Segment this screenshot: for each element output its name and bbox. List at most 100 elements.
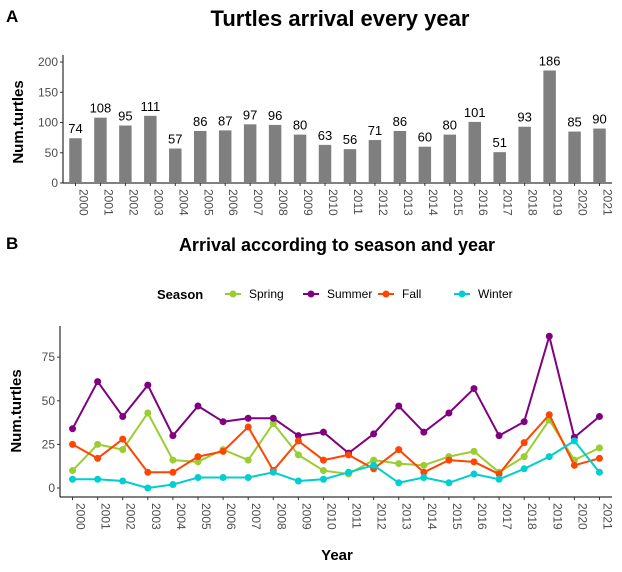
bar-chart-a: 0 50 100 150 200 74 2000 108 2001 95 2002 111 2003 57… xyxy=(38,53,615,216)
x-tick-label: 2013 xyxy=(401,189,415,216)
bar-value-label: 93 xyxy=(517,110,531,125)
x-tick-label: 2004 xyxy=(176,189,190,216)
bar-value-label: 51 xyxy=(492,135,506,150)
point-spring xyxy=(595,444,603,452)
point-fall xyxy=(294,437,302,445)
x-tick-label: 2021 xyxy=(600,503,614,530)
point-summer xyxy=(495,432,503,440)
point-spring xyxy=(69,467,77,475)
point-fall xyxy=(319,456,327,464)
bar xyxy=(393,130,407,183)
point-summer xyxy=(119,412,127,420)
bar xyxy=(243,124,257,183)
point-spring xyxy=(269,419,277,427)
x-tick-label: 2003 xyxy=(151,189,165,216)
x-tick-label: 2009 xyxy=(301,189,315,216)
y-tick-label: 25 xyxy=(42,437,56,451)
line-chart-b: 0 25 50 75 2000 2001 2002 2003 2004 2005 2006 2007 2… xyxy=(42,326,614,530)
point-winter xyxy=(144,484,152,492)
x-tick-label: 2012 xyxy=(376,189,390,216)
y-tick-label: 50 xyxy=(45,146,59,160)
x-tick-label: 2017 xyxy=(500,503,514,530)
point-fall xyxy=(119,435,127,443)
point-winter xyxy=(495,475,503,483)
point-winter xyxy=(69,475,77,483)
point-fall xyxy=(244,423,252,431)
bar-value-label: 87 xyxy=(218,113,232,128)
point-winter xyxy=(345,468,353,476)
bar xyxy=(268,124,282,183)
bar-value-label: 71 xyxy=(368,123,382,138)
bar xyxy=(418,146,432,183)
x-tick-label: 2019 xyxy=(550,503,564,530)
point-summer xyxy=(219,418,227,426)
chart-a-title: Turtles arrival every year xyxy=(211,6,470,31)
x-tick-label: 2007 xyxy=(251,189,265,216)
point-fall xyxy=(470,458,478,466)
bar xyxy=(443,134,457,183)
series-line-spring xyxy=(71,411,600,476)
x-tick-label: 2020 xyxy=(576,189,590,216)
bar-value-label: 86 xyxy=(393,114,407,129)
x-tick-label: 2014 xyxy=(425,503,439,530)
point-summer xyxy=(370,430,378,438)
x-tick-label: 2003 xyxy=(149,503,163,530)
point-fall xyxy=(69,440,77,448)
point-fall xyxy=(144,468,152,476)
point-summer xyxy=(395,402,403,410)
bar-value-label: 186 xyxy=(539,53,561,68)
point-summer xyxy=(319,428,327,436)
point-spring xyxy=(420,461,428,469)
bar-value-label: 96 xyxy=(268,108,282,123)
x-tick-label: 2005 xyxy=(199,503,213,530)
point-fall xyxy=(520,439,528,447)
y-tick-label: 200 xyxy=(38,55,58,69)
x-tick-label: 2010 xyxy=(324,503,338,530)
y-tick-label: 75 xyxy=(42,350,56,364)
x-tick-label: 2005 xyxy=(201,189,215,216)
x-tick-label: 2001 xyxy=(101,189,115,216)
x-tick-label: 2014 xyxy=(426,189,440,216)
x-tick-label: 2000 xyxy=(74,503,88,530)
point-fall xyxy=(395,446,403,454)
bar xyxy=(69,138,82,183)
chart-b-xlabel: Year xyxy=(321,547,353,564)
point-summer xyxy=(470,385,478,393)
y-tick-label: 0 xyxy=(51,176,58,190)
x-tick-label: 2012 xyxy=(375,503,389,530)
y-tick-label: 0 xyxy=(48,481,55,495)
point-fall xyxy=(595,454,603,462)
x-tick-label: 2007 xyxy=(249,503,263,530)
point-winter xyxy=(370,461,378,469)
legend-key-point-winter xyxy=(458,290,466,298)
bar xyxy=(543,70,556,183)
point-spring xyxy=(94,440,102,448)
x-tick-label: 2015 xyxy=(451,189,465,216)
bar-value-label: 56 xyxy=(343,132,357,147)
point-fall xyxy=(420,468,428,476)
legend-label-winter: Winter xyxy=(478,287,513,301)
point-spring xyxy=(319,467,327,475)
point-summer xyxy=(420,428,428,436)
x-tick-label: 2004 xyxy=(174,503,188,530)
bar xyxy=(293,134,307,183)
bar-value-label: 63 xyxy=(318,128,332,143)
bar xyxy=(343,149,357,183)
bar-value-label: 101 xyxy=(464,105,486,120)
chart-a-ylabel: Num.turtles xyxy=(10,80,27,163)
point-summer xyxy=(69,425,77,433)
bar xyxy=(518,126,531,183)
bar-value-label: 111 xyxy=(140,99,160,114)
point-winter xyxy=(420,474,428,482)
bar xyxy=(169,148,182,183)
bar-value-label: 95 xyxy=(118,109,132,124)
series-line-summer xyxy=(71,335,601,455)
bar xyxy=(218,130,232,183)
point-summer xyxy=(144,381,152,389)
point-summer xyxy=(294,432,302,440)
legend-title: Season xyxy=(157,287,203,302)
x-tick-label: 2011 xyxy=(350,503,364,529)
bar xyxy=(194,130,207,183)
point-summer xyxy=(269,414,277,422)
point-spring xyxy=(395,460,403,468)
